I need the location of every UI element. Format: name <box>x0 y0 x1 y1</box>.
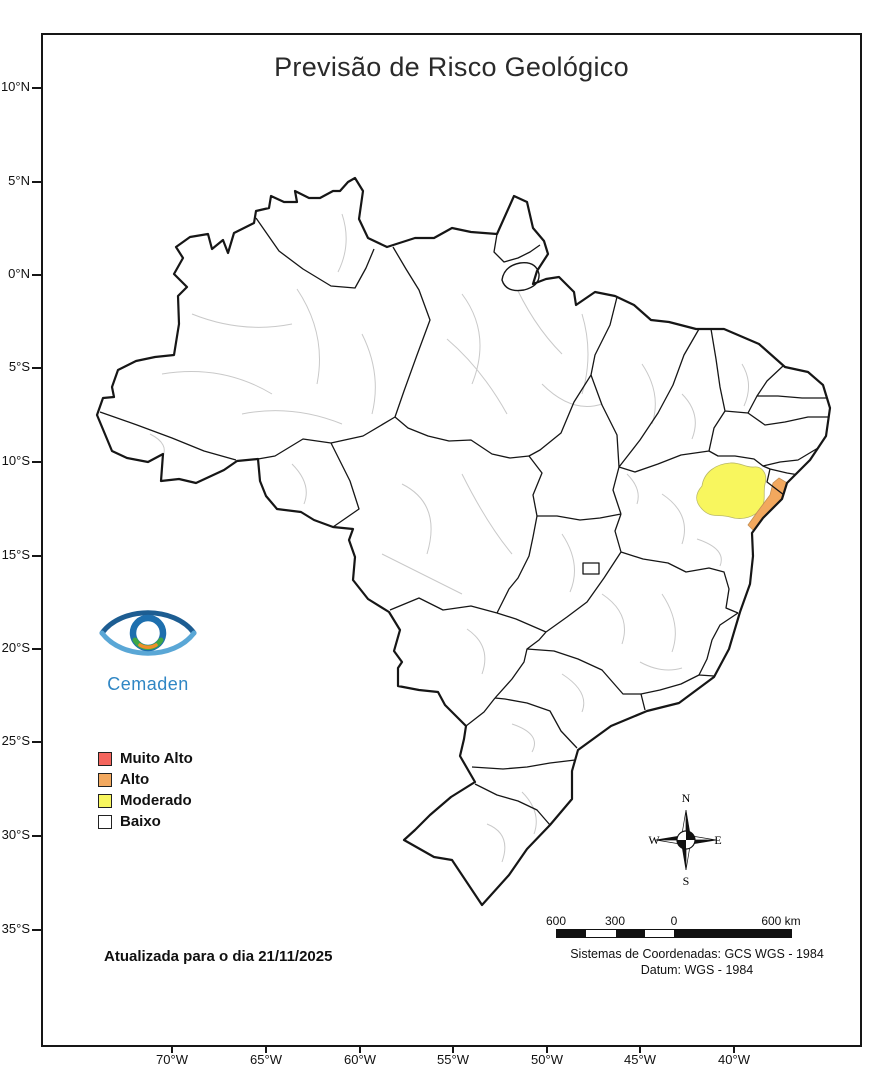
legend-label: Muito Alto <box>120 750 193 767</box>
lon-tick <box>171 1046 173 1053</box>
lon-tick <box>546 1046 548 1053</box>
legend-swatch-alto <box>98 772 112 787</box>
lat-tick <box>32 555 41 557</box>
lat-axis-label: 5°S <box>8 359 30 374</box>
cemaden-eye-icon <box>99 610 197 656</box>
map-frame <box>41 33 862 1047</box>
scale-segment <box>615 930 645 937</box>
brazil-landmass <box>97 178 830 905</box>
compass-label-south: S <box>683 874 690 888</box>
scale-label: 600 km <box>761 914 801 928</box>
scale-segment <box>557 930 587 937</box>
scale-bar: 600 300 0 600 km <box>546 914 801 938</box>
risk-region-moderado <box>696 462 767 519</box>
lat-tick <box>32 461 41 463</box>
lon-axis-label: 65°W <box>250 1052 282 1067</box>
legend-item: Moderado <box>98 790 193 811</box>
coordinate-system-text: Sistemas de Coordenadas: GCS WGS - 1984 <box>570 947 824 961</box>
lon-tick <box>265 1046 267 1053</box>
lat-tick <box>32 648 41 650</box>
lat-axis-label: 5°N <box>8 173 30 188</box>
legend-swatch-moderado <box>98 793 112 808</box>
legend-item: Alto <box>98 769 193 790</box>
lon-tick <box>452 1046 454 1053</box>
lon-axis-label: 60°W <box>344 1052 376 1067</box>
lat-tick <box>32 835 41 837</box>
lat-axis-label: 35°S <box>1 921 30 936</box>
scale-label: 300 <box>604 914 626 928</box>
scale-segment <box>674 930 791 937</box>
lat-axis-label: 25°S <box>1 733 30 748</box>
lon-tick <box>733 1046 735 1053</box>
lon-tick <box>359 1046 361 1053</box>
lon-axis-label: 55°W <box>437 1052 469 1067</box>
legend-swatch-muito-alto <box>98 751 112 766</box>
marajo-island <box>501 262 540 292</box>
compass-label-east: E <box>714 833 721 847</box>
lat-axis-label: 30°S <box>1 827 30 842</box>
scale-segment <box>644 930 674 937</box>
scale-label: 0 <box>670 914 678 928</box>
lat-tick <box>32 87 41 89</box>
legend-swatch-baixo <box>98 814 112 829</box>
lat-tick <box>32 274 41 276</box>
brazil-map <box>95 176 832 907</box>
municipal-boundaries <box>149 213 758 863</box>
cemaden-logo: Cemaden <box>88 598 208 695</box>
compass-rose-icon: N S W E <box>648 791 721 888</box>
brazil-outline <box>95 176 832 907</box>
lat-axis-label: 10°S <box>1 453 30 468</box>
scale-bar-graphic <box>556 929 792 938</box>
lat-axis-label: 15°S <box>1 547 30 562</box>
legend-item: Muito Alto <box>98 748 193 769</box>
state-boundaries <box>99 217 828 826</box>
compass-label-north: N <box>682 791 691 805</box>
lat-tick <box>32 181 41 183</box>
risk-legend: Muito Alto Alto Moderado Baixo <box>98 748 193 832</box>
map-credits: Sistemas de Coordenadas: GCS WGS - 1984 … <box>528 946 866 979</box>
lat-axis-label: 20°S <box>1 640 30 655</box>
legend-label: Alto <box>120 771 150 788</box>
lat-tick <box>32 929 41 931</box>
lat-axis-label: 10°N <box>0 79 30 94</box>
lon-axis-label: 50°W <box>531 1052 563 1067</box>
scale-bar-labels: 600 300 0 600 km <box>546 914 801 929</box>
cemaden-logo-text: Cemaden <box>107 674 189 694</box>
lat-tick <box>32 367 41 369</box>
update-date-text: Atualizada para o dia 21/11/2025 <box>104 948 333 965</box>
legend-item: Baixo <box>98 811 193 832</box>
scale-label: 600 <box>545 914 567 928</box>
lat-axis-label: 0°N <box>8 266 30 281</box>
compass-label-west: W <box>648 833 660 847</box>
lon-tick <box>639 1046 641 1053</box>
scale-segment <box>586 930 616 937</box>
legend-label: Baixo <box>120 813 161 830</box>
lon-axis-label: 40°W <box>718 1052 750 1067</box>
lon-axis-label: 45°W <box>624 1052 656 1067</box>
page-title: Previsão de Risco Geológico <box>274 52 629 82</box>
legend-label: Moderado <box>120 792 192 809</box>
lat-tick <box>32 741 41 743</box>
datum-text: Datum: WGS - 1984 <box>640 963 754 978</box>
lon-axis-label: 70°W <box>156 1052 188 1067</box>
